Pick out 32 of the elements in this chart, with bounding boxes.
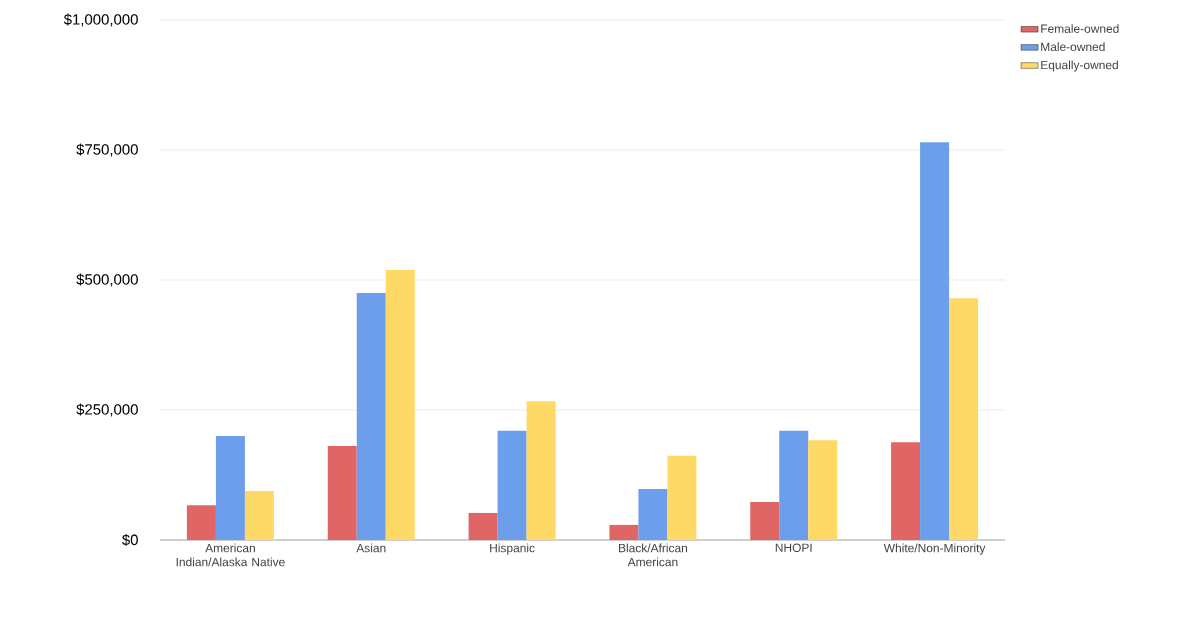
bar — [949, 298, 979, 540]
y-tick-label: $750,000 — [76, 143, 138, 157]
bar — [244, 491, 274, 540]
bar — [638, 489, 668, 540]
bar — [891, 442, 921, 540]
bar — [779, 430, 809, 540]
x-tick-label: White/Non-Minority — [883, 543, 986, 555]
x-tick-label: Asian — [356, 543, 386, 553]
bar — [186, 505, 216, 540]
bar — [920, 142, 950, 540]
x-tick-label: American Indian/Alaska Native — [176, 543, 285, 567]
bar — [808, 440, 838, 540]
bar — [667, 455, 697, 540]
bar — [609, 524, 639, 540]
bar — [215, 436, 245, 540]
bar — [385, 270, 415, 540]
y-tick-label: $1,000,000 — [63, 13, 138, 27]
x-tick-label: Black/African American — [619, 543, 688, 567]
legend-label: Male-owned — [1041, 42, 1105, 52]
legend-label: Equally-owned — [1041, 60, 1118, 72]
bar — [750, 502, 780, 540]
bar — [327, 445, 357, 540]
bar — [468, 512, 498, 540]
bar — [526, 401, 556, 540]
y-tick-label: $0 — [122, 533, 138, 547]
y-tick-label: $500,000 — [76, 273, 138, 287]
bar — [356, 293, 386, 540]
legend-label: Female-owned — [1041, 24, 1119, 33]
bar — [497, 430, 527, 540]
x-tick-label: NHOPI — [775, 543, 812, 552]
x-tick-label: Hispanic — [490, 543, 535, 555]
y-tick-label: $250,000 — [76, 403, 138, 417]
